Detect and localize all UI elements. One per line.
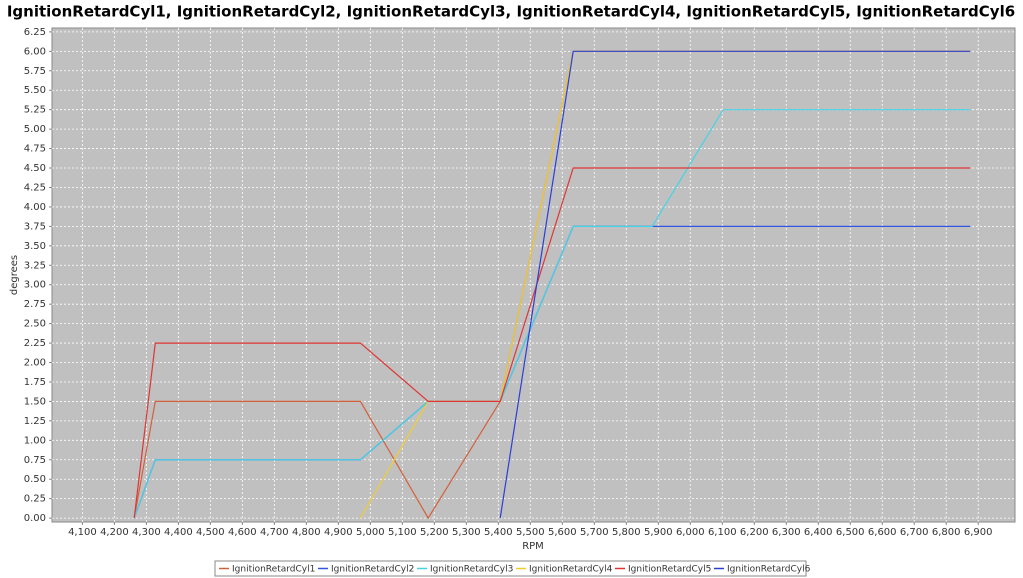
x-tick-label: 6,300 (772, 527, 801, 538)
x-tick-label: 6,800 (932, 527, 961, 538)
plot-area (51, 27, 1016, 523)
y-tick-label: 3.00 (24, 280, 46, 291)
y-tick-label: 0.25 (24, 494, 46, 505)
x-tick-label: 6,400 (804, 527, 833, 538)
y-tick-label: 1.75 (24, 377, 46, 388)
y-tick-label: 3.75 (24, 221, 46, 232)
x-tick-label: 6,700 (900, 527, 929, 538)
y-tick-label: 1.00 (24, 435, 46, 446)
y-tick-label: 2.75 (24, 299, 46, 310)
y-tick-label: 2.25 (24, 338, 46, 349)
x-tick-label: 5,700 (580, 527, 609, 538)
y-tick-label: 1.50 (24, 396, 46, 407)
x-tick-label: 4,600 (228, 527, 257, 538)
y-tick-label: 0.75 (24, 455, 46, 466)
x-tick-label: 6,600 (868, 527, 897, 538)
grid (52, 28, 1015, 522)
x-tick-label: 4,500 (196, 527, 225, 538)
x-tick-label: 5,200 (420, 527, 449, 538)
x-tick-label: 5,800 (612, 527, 641, 538)
x-tick-label: 5,500 (516, 527, 545, 538)
x-tick-label: 6,200 (740, 527, 769, 538)
legend-items: IgnitionRetardCyl1 IgnitionRetardCyl2 Igni… (219, 565, 811, 575)
y-tick-label: 1.25 (24, 416, 46, 427)
y-tick-label: 3.50 (24, 241, 46, 252)
x-tick-label: 5,600 (548, 527, 577, 538)
x-tick-label: 4,700 (260, 527, 289, 538)
x-tick-label: 4,100 (68, 527, 97, 538)
legend-label: IgnitionRetardCyl3 (430, 565, 513, 575)
y-tick-label: 4.75 (24, 144, 46, 155)
legend-label: IgnitionRetardCyl2 (331, 565, 414, 575)
series-line (133, 167, 971, 519)
y-tick-label: 4.00 (24, 202, 46, 213)
lines (133, 50, 971, 520)
y-tick-label: 6.25 (24, 27, 46, 38)
y-tick-label: 3.25 (24, 260, 46, 271)
y-tick-label: 2.50 (24, 319, 46, 330)
y-tick-label: 6.00 (24, 46, 46, 57)
legend-label: IgnitionRetardCyl4 (529, 565, 613, 575)
x-tick-label: 4,400 (164, 527, 193, 538)
y-tick-label: 4.25 (24, 182, 46, 193)
x-tick-label: 4,300 (132, 527, 161, 538)
y-tick-label: 5.00 (24, 124, 46, 135)
legend-label: IgnitionRetardCyl5 (628, 565, 711, 575)
x-tick-label: 6,100 (708, 527, 737, 538)
y-tick-label: 5.25 (24, 105, 46, 116)
legend (214, 560, 807, 577)
chart-title: IgnitionRetardCyl1, IgnitionRetardCyl2, … (7, 3, 1015, 21)
x-tick-label: 5,900 (644, 527, 673, 538)
x-tick-label: 5,300 (452, 527, 481, 538)
x-tick-label: 4,200 (100, 527, 129, 538)
x-tick-label: 5,000 (356, 527, 385, 538)
x-tick-label: 6,000 (676, 527, 705, 538)
y-tick-label: 5.50 (24, 85, 46, 96)
legend-label: IgnitionRetardCyl6 (727, 565, 811, 575)
x-tick-label: 4,900 (324, 527, 353, 538)
legend-label: IgnitionRetardCyl1 (232, 565, 315, 575)
x-axis-label: RPM (522, 541, 544, 552)
x-tick-label: 6,900 (964, 527, 993, 538)
y-tick-label: 4.50 (24, 163, 46, 174)
y-tick-label: 5.75 (24, 66, 46, 77)
y-axis-label: degrees (9, 255, 20, 295)
y-tick-label: 0.00 (24, 513, 46, 524)
x-tick-label: 5,100 (388, 527, 417, 538)
x-tick-label: 5,400 (484, 527, 513, 538)
series-line (499, 50, 971, 519)
y-tick-label: 2.00 (24, 358, 46, 369)
y-tick-label: 0.50 (24, 474, 46, 485)
x-tick-label: 6,500 (836, 527, 865, 538)
x-tick-label: 4,800 (292, 527, 321, 538)
